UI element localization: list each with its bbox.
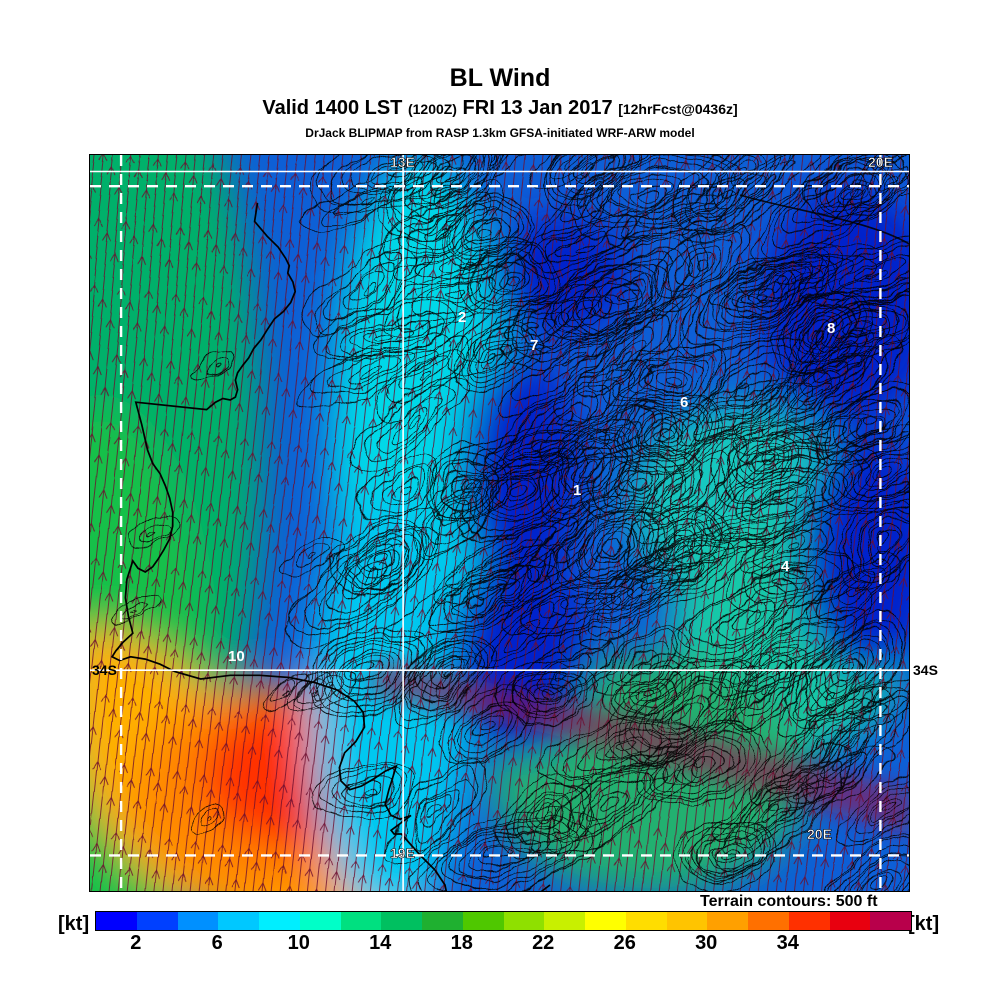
svg-text:20E: 20E bbox=[807, 826, 832, 842]
svg-text:34S: 34S bbox=[92, 662, 117, 678]
svg-text:10: 10 bbox=[228, 648, 245, 665]
svg-text:8: 8 bbox=[827, 320, 835, 337]
svg-text:4: 4 bbox=[781, 558, 790, 575]
svg-text:19E: 19E bbox=[390, 845, 415, 861]
svg-text:20E: 20E bbox=[868, 155, 893, 170]
svg-text:1: 1 bbox=[573, 482, 581, 499]
svg-text:2: 2 bbox=[458, 309, 466, 326]
svg-text:6: 6 bbox=[680, 394, 688, 411]
svg-text:13E: 13E bbox=[390, 155, 415, 170]
svg-text:7: 7 bbox=[530, 337, 538, 354]
